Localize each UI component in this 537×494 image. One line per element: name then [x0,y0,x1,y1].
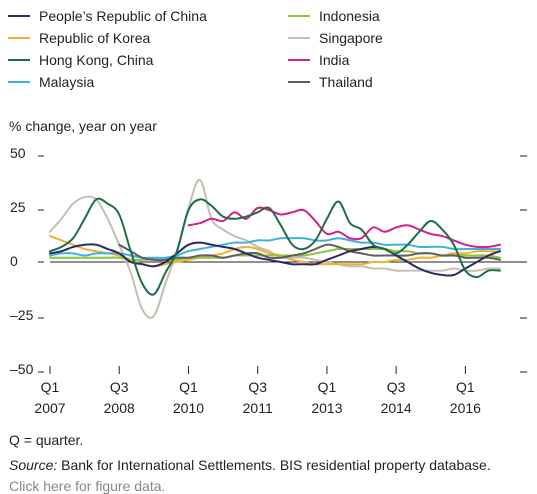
legend-label: Hong Kong, China [39,52,154,68]
legend-item: Hong Kong, China [8,52,153,68]
source-text: Bank for International Settlements. BIS … [57,457,491,473]
legend-swatch [288,58,310,62]
x-tick-quarter: Q3 [387,379,406,395]
source-note: Source: Bank for International Settlemen… [9,457,491,473]
legend-item: Indonesia [288,8,380,24]
legend-swatch [8,36,30,40]
y-tick-label: –25 [10,307,34,323]
x-tick-year: 2008 [104,400,135,416]
x-tick-year: 2013 [311,400,342,416]
series-line [49,237,501,259]
series-line [118,243,501,262]
legend-swatch [8,58,30,62]
legend-item: India [288,52,349,68]
legend-label: Singapore [319,30,383,46]
x-tick-year: 2007 [34,400,65,416]
quarter-note: Q = quarter. [9,432,84,448]
series-line [49,197,501,296]
x-tick-quarter: Q1 [318,379,337,395]
legend-swatch [288,14,310,18]
x-tick-year: 2011 [243,400,273,416]
legend-swatch [288,80,310,84]
x-tick-quarter: Q3 [248,379,267,395]
y-tick-label: 0 [10,253,18,269]
legend-label: Malaysia [39,74,95,90]
x-tick-year: 2014 [381,400,412,416]
y-axis-title: % change, year on year [9,118,157,134]
legend-swatch [8,14,30,18]
y-tick-label: –50 [10,361,34,377]
x-tick-quarter: Q1 [456,379,475,395]
legend-swatch [8,80,30,84]
y-tick-label: 25 [10,199,26,215]
series-line [49,241,501,277]
legend-label: Thailand [319,74,373,90]
legend-item: People’s Republic of China [8,8,207,24]
y-tick-label: 50 [10,145,26,161]
line-chart: 50 25 0 –25 –50 Q1 2007 Q3 2008 Q1 2010 Q3 2011 Q1 201… [10,145,527,416]
chart-legend: People’s Republic of China Republic of Ko… [8,6,508,98]
legend-label: India [319,52,350,68]
x-tick-quarter: Q1 [179,379,198,395]
legend-item: Singapore [288,30,383,46]
x-tick-year: 2010 [173,400,204,416]
x-tick-year: 2016 [450,400,481,416]
series-line [49,178,501,319]
legend-item: Malaysia [8,74,94,90]
legend-label: Republic of Korea [39,30,151,46]
legend-item: Thailand [288,74,373,90]
legend-swatch [288,36,310,40]
source-label: Source: [9,457,58,473]
legend-item: Republic of Korea [8,30,150,46]
x-tick-quarter: Q3 [110,379,129,395]
figure-data-link[interactable]: Click here for figure data. [9,478,166,494]
legend-label: Indonesia [319,8,380,24]
legend-label: People’s Republic of China [39,8,207,24]
series-line [187,206,501,249]
x-tick-quarter: Q1 [41,379,60,395]
